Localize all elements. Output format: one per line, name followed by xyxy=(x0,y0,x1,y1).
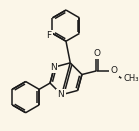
Text: O: O xyxy=(93,49,100,58)
Text: F: F xyxy=(46,31,51,40)
Text: N: N xyxy=(57,90,64,99)
Text: CH₃: CH₃ xyxy=(123,74,139,83)
Text: O: O xyxy=(111,66,117,75)
Text: N: N xyxy=(50,63,57,72)
